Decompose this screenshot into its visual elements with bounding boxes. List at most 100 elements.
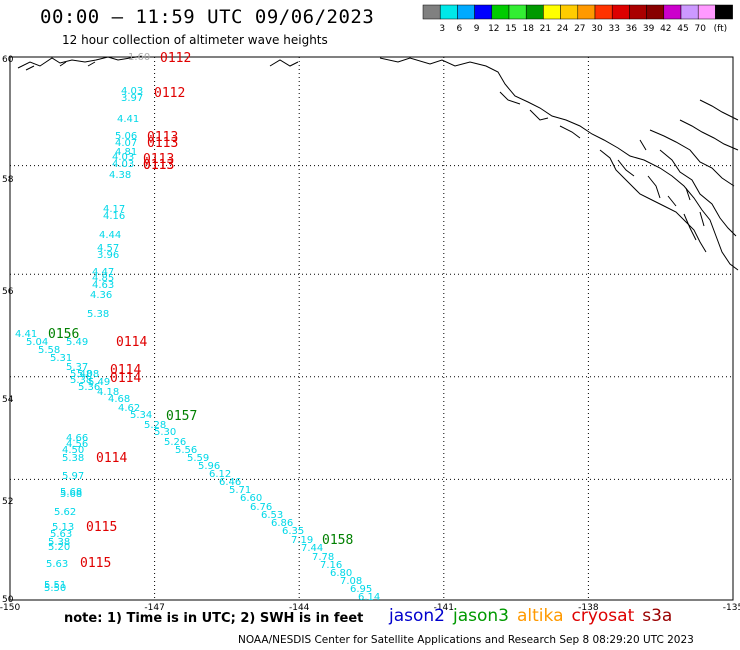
colorbar-unit: (ft) <box>714 24 728 34</box>
wave-height-value: 7.08 <box>340 576 362 587</box>
wave-height-value: 7.44 <box>301 543 323 554</box>
colorbar-tick-label: 9 <box>474 24 480 34</box>
wave-height-value: 6.80 <box>330 568 352 579</box>
wave-height-value: 5.68 <box>60 489 82 500</box>
wave-height-value: 4.81 <box>115 147 137 158</box>
colorbar-tick-label: 27 <box>574 24 585 34</box>
wave-height-value: 4.03 <box>112 152 134 163</box>
axis-tick-labels: -150 -147 -144 -141 -138 -135 60 58 56 54 52 50 <box>0 55 740 610</box>
wave-height-value: 5.48 <box>70 369 92 380</box>
wave-height-value: 6.76 <box>250 502 272 513</box>
lon-tick-label: -141 <box>434 603 454 610</box>
wave-height-value: 6.46 <box>219 477 241 488</box>
colorbar-tick-label: 18 <box>522 24 534 34</box>
wave-height-value: 5.56 <box>175 445 197 456</box>
pass-time-label: 0157 <box>166 409 197 424</box>
wave-height-value: 6.35 <box>282 526 304 537</box>
wave-height-value: 4.66 <box>66 433 88 444</box>
wave-height-value: 4.41 <box>117 114 139 125</box>
wave-height-value: 5.97 <box>62 471 84 482</box>
colorbar-tick-label: 12 <box>488 24 499 34</box>
wave-height-value: 4.03 <box>121 86 143 97</box>
pass-time-label: 0113 <box>143 158 174 173</box>
lat-tick-label: 54 <box>2 395 14 405</box>
colorbar-tick-label: 6 <box>457 24 463 34</box>
colorbar-tick-label: 70 <box>694 24 706 34</box>
wave-height-labels: 1.604.033.974.415.064.074.814.034.034.38… <box>15 52 380 603</box>
wave-height-value: 3.97 <box>121 93 143 104</box>
pass-time-label: 0113 <box>143 158 174 173</box>
wave-height-value: 4.47 <box>92 267 114 278</box>
pass-time-label: 0114 <box>116 335 147 350</box>
wave-height-value: 6.12 <box>209 469 231 480</box>
lon-tick-label: -147 <box>144 603 164 610</box>
wave-height-value: 4.62 <box>118 403 140 414</box>
colorbar-tick-label: 15 <box>505 24 516 34</box>
wave-height-value: 7.19 <box>291 535 313 546</box>
wave-height-value: 4.41 <box>15 329 37 340</box>
wave-height-value: 3.96 <box>97 250 119 261</box>
lat-tick-label: 52 <box>2 497 13 507</box>
lat-tick-label: 58 <box>2 175 14 185</box>
credit-line: NOAA/NESDIS Center for Satellite Applica… <box>238 634 694 646</box>
pass-time-label: 0158 <box>322 533 353 548</box>
wave-height-value: 4.03 <box>112 159 134 170</box>
wave-height-value: 5.49 <box>88 377 110 388</box>
pass-time-label: 0156 <box>48 327 79 342</box>
wave-height-value: 4.50 <box>62 445 84 456</box>
wave-height-value: 5.20 <box>48 542 70 553</box>
lon-tick-label: -138 <box>578 603 599 610</box>
wave-height-value: 6.86 <box>271 518 293 529</box>
altimeter-map: -150 -147 -144 -141 -138 -135 60 58 56 54 52 50 1.6… <box>0 51 740 610</box>
wave-height-value: 5.50 <box>44 583 66 594</box>
satellite-legend-cryosat: cryosat <box>571 606 635 626</box>
colorbar-tick-label: 42 <box>660 24 671 34</box>
wave-height-colorbar: 3 6 9 12 15 18 21 24 27 30 33 36 39 42 45 70 (ft) <box>422 4 733 34</box>
pass-time-label: 0112 <box>160 51 191 66</box>
wave-height-value: 4.38 <box>109 170 131 181</box>
colorbar-tick-label: 33 <box>608 24 619 34</box>
wave-height-value: 5.34 <box>130 410 152 421</box>
wave-height-value: 4.63 <box>92 280 114 291</box>
satellite-legend-s3a: s3a <box>642 606 673 626</box>
colorbar-swatch <box>715 4 733 20</box>
wave-height-value: 5.28 <box>144 420 166 431</box>
colorbar-tick-label: 39 <box>643 24 655 34</box>
wave-height-value: 5.68 <box>60 487 82 498</box>
wave-height-value: 5.06 <box>115 131 137 142</box>
wave-height-value: 5.38 <box>62 453 84 464</box>
wave-height-value: 5.71 <box>229 485 251 496</box>
wave-height-value: 5.96 <box>198 461 220 472</box>
wave-height-value: 5.04 <box>26 337 48 348</box>
wave-height-value: 4.57 <box>97 243 119 254</box>
pass-time-labels: 0112011201130113011301130113015601140114… <box>48 51 353 571</box>
wave-height-value: 7.16 <box>320 560 342 571</box>
pass-time-label: 0114 <box>110 363 141 378</box>
wave-height-value: 6.53 <box>261 510 283 521</box>
wave-height-value: 5.38 <box>48 537 70 548</box>
pass-time-label: 0115 <box>80 556 111 571</box>
wave-height-value: 4.68 <box>108 394 130 405</box>
pass-time-label: 0114 <box>96 451 127 466</box>
pass-time-label: 0113 <box>147 130 178 145</box>
map-title: 00:00 – 11:59 UTC 09/06/2023 <box>40 6 375 28</box>
wave-height-value: 5.49 <box>66 337 88 348</box>
alaska-coastline <box>17 55 739 271</box>
wave-height-value: 5.51 <box>44 580 66 591</box>
wave-height-value: 5.62 <box>54 507 76 518</box>
wave-height-value: 5.08 <box>77 369 99 380</box>
wave-height-value: 6.95 <box>350 584 372 595</box>
colorbar-tick-label: 24 <box>557 24 569 34</box>
wave-height-value: 4.36 <box>90 290 112 301</box>
lat-tick-label: 60 <box>2 55 14 65</box>
footer-note: note: 1) Time is in UTC; 2) SWH is in fe… <box>64 611 364 626</box>
wave-height-value: 1.60 <box>128 52 150 63</box>
wave-height-value: 5.26 <box>164 437 186 448</box>
satellite-legend: jason2 jason3 altika cryosat s3a <box>389 606 680 626</box>
wave-height-value: 5.38 <box>87 309 109 320</box>
map-subtitle: 12 hour collection of altimeter wave hei… <box>62 33 328 47</box>
colorbar-tick-label: 3 <box>439 24 445 34</box>
colorbar-tick-label: 36 <box>626 24 638 34</box>
pass-time-label: 0113 <box>143 152 174 167</box>
lat-tick-label: 56 <box>2 287 14 297</box>
